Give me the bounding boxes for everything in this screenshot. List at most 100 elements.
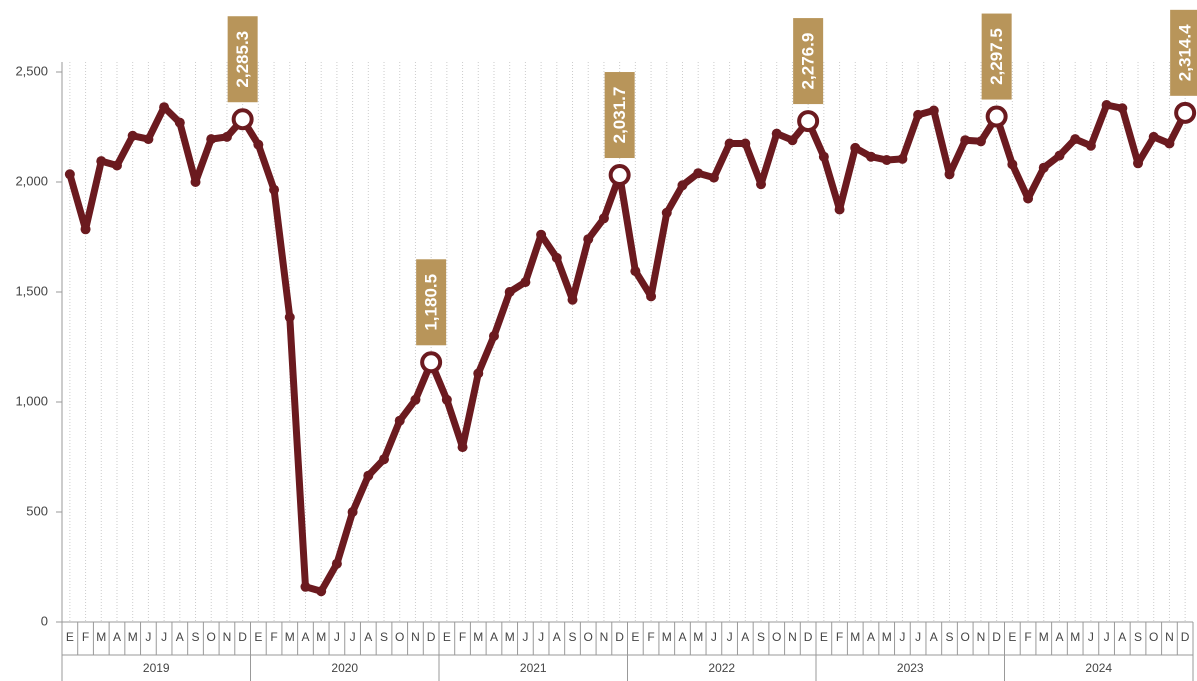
x-tick-label: F <box>1024 630 1031 644</box>
x-tick-label: E <box>631 630 639 644</box>
x-tick-label: S <box>192 630 200 644</box>
point <box>771 128 782 139</box>
highlight-point <box>797 110 820 133</box>
x-tick-label: A <box>113 630 121 644</box>
x-tick-label: A <box>301 630 309 644</box>
point <box>284 312 295 323</box>
x-tick-label: J <box>538 630 544 644</box>
point <box>1117 103 1128 114</box>
value-label: 2,285.3 <box>233 31 252 88</box>
x-tick-label: F <box>836 630 843 644</box>
point <box>300 581 311 592</box>
point <box>363 470 374 481</box>
point <box>818 151 829 162</box>
x-tick-label: N <box>223 630 232 644</box>
x-tick-label: M <box>505 630 515 644</box>
x-tick-label: A <box>741 630 749 644</box>
x-tick-label: D <box>615 630 624 644</box>
point <box>1054 150 1065 161</box>
point <box>897 153 908 164</box>
point <box>269 184 280 195</box>
point <box>1148 131 1159 142</box>
x-tick-label: S <box>757 630 765 644</box>
value-label: 2,031.7 <box>610 87 629 144</box>
x-tick-label: A <box>1118 630 1126 644</box>
x-tick-label: O <box>207 630 216 644</box>
point <box>1164 138 1175 149</box>
point <box>111 160 122 171</box>
highlight-point <box>1174 101 1197 124</box>
point <box>787 135 798 146</box>
point <box>1070 134 1081 145</box>
x-tick-label: M <box>1070 630 1080 644</box>
point <box>1023 193 1034 204</box>
highlight-point <box>608 164 631 187</box>
y-tick-label: 1,000 <box>15 393 48 408</box>
point <box>928 105 939 116</box>
point <box>740 138 751 149</box>
x-tick-label: F <box>459 630 466 644</box>
point <box>913 109 924 120</box>
x-tick-label: M <box>316 630 326 644</box>
y-tick-label: 2,000 <box>15 173 48 188</box>
point <box>520 277 531 288</box>
x-tick-label: A <box>678 630 686 644</box>
point <box>677 180 688 191</box>
highlight-point <box>231 108 254 131</box>
x-tick-label: M <box>128 630 138 644</box>
x-tick-label: M <box>1039 630 1049 644</box>
point <box>598 213 609 224</box>
point <box>159 102 170 113</box>
x-tick-label: S <box>1134 630 1142 644</box>
x-tick-label: J <box>350 630 356 644</box>
x-tick-label: M <box>473 630 483 644</box>
x-tick-label: A <box>553 630 561 644</box>
point <box>583 234 594 245</box>
x-tick-label: M <box>662 630 672 644</box>
point <box>96 156 107 167</box>
x-tick-label: O <box>772 630 781 644</box>
x-tick-label: J <box>1088 630 1094 644</box>
point <box>693 168 704 179</box>
x-tick-label: J <box>145 630 151 644</box>
value-label-box <box>604 72 635 159</box>
x-tick-label: O <box>1149 630 1158 644</box>
x-tick-label: J <box>1104 630 1110 644</box>
point <box>143 134 154 145</box>
x-tick-label: O <box>961 630 970 644</box>
point <box>1038 162 1049 173</box>
x-tick-label: A <box>364 630 372 644</box>
x-tick-label: M <box>850 630 860 644</box>
x-tick-label: E <box>820 630 828 644</box>
x-tick-label: S <box>569 630 577 644</box>
x-tick-label: E <box>443 630 451 644</box>
point <box>80 224 91 235</box>
x-tick-label: M <box>285 630 295 644</box>
x-tick-label: F <box>270 630 277 644</box>
x-tick-label: M <box>693 630 703 644</box>
x-tick-label: J <box>334 630 340 644</box>
year-label: 2020 <box>331 661 358 675</box>
value-label: 2,314.4 <box>1176 24 1195 81</box>
value-label: 2,276.9 <box>799 33 818 90</box>
x-tick-label: A <box>1055 630 1063 644</box>
x-tick-label: J <box>915 630 921 644</box>
point <box>960 135 971 146</box>
point <box>551 252 562 263</box>
point <box>190 177 201 187</box>
x-tick-label: F <box>647 630 654 644</box>
x-tick-label: D <box>238 630 247 644</box>
point <box>881 155 892 165</box>
point <box>206 134 217 145</box>
x-tick-label: A <box>176 630 184 644</box>
point <box>379 454 390 465</box>
point <box>253 139 264 150</box>
x-tick-label: J <box>711 630 717 644</box>
point <box>724 138 735 149</box>
x-tick-label: J <box>727 630 733 644</box>
point <box>834 204 845 215</box>
point <box>1133 158 1144 169</box>
x-tick-label: A <box>867 630 875 644</box>
point <box>850 142 861 153</box>
